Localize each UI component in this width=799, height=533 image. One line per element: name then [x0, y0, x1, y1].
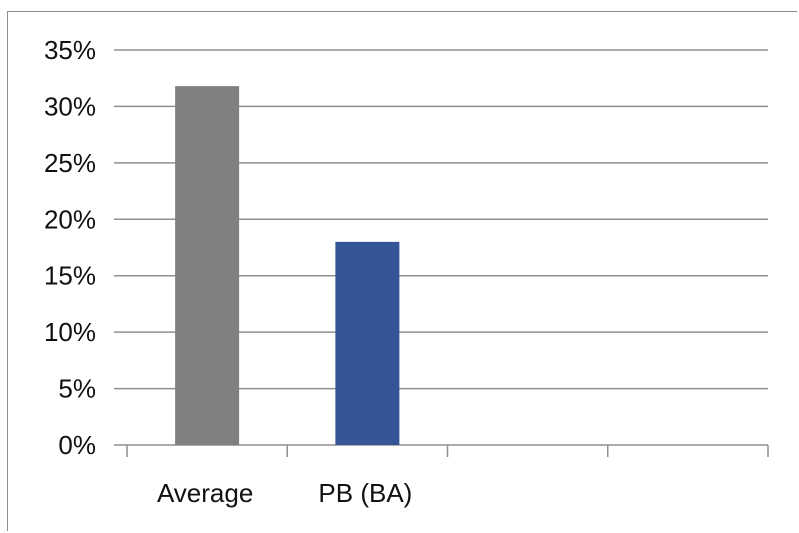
y-tick-label: 25%	[44, 148, 96, 178]
y-tick-labels: 0% 5% 10% 15% 20% 25% 30% 35%	[44, 35, 96, 460]
y-tick-label: 15%	[44, 261, 96, 291]
x-tick-label: Average	[157, 478, 253, 508]
y-tick-label: 20%	[44, 204, 96, 234]
chart-frame	[7, 11, 797, 531]
bar-average	[175, 86, 240, 445]
x-tick-label: PB (BA)	[318, 478, 412, 508]
y-tick-label: 35%	[44, 35, 96, 65]
y-tick-label: 5%	[58, 374, 96, 404]
gridlines	[114, 49, 768, 390]
x-tick-labels: Average PB (BA)	[157, 478, 412, 508]
bars	[175, 86, 400, 445]
y-tick-label: 0%	[58, 430, 96, 460]
y-tick-label: 30%	[44, 91, 96, 121]
bar-pb-ba	[335, 241, 400, 445]
y-tick-label: 10%	[44, 317, 96, 347]
x-axis	[114, 444, 769, 457]
